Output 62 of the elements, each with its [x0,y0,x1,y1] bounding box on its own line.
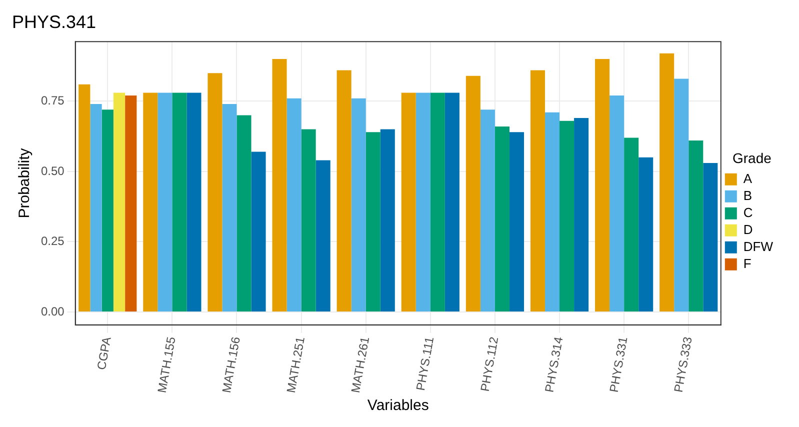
bar [660,53,674,312]
legend-label: F [743,256,752,271]
x-axis-title: Variables [367,397,429,414]
bar [272,59,287,312]
bar [222,104,237,312]
bar [125,96,137,312]
x-tick-label: MATH.251 [284,336,308,394]
bar [143,92,158,312]
bar [703,163,718,312]
bar [430,92,445,312]
y-tick-label: 0.50 [40,164,65,178]
x-tick-label: PHYS.331 [606,336,630,394]
legend-label: DFW [743,238,774,254]
bar [251,152,266,312]
bar [286,98,302,312]
bar [509,132,524,312]
bar [366,132,380,312]
bar [336,70,352,312]
y-axis-title: Probability [16,148,34,218]
bar [688,140,704,312]
bar [624,138,639,312]
bar [610,96,624,312]
legend-label: B [743,188,752,203]
bar [595,59,610,312]
bar [674,78,689,312]
bar [494,126,510,312]
x-tick-label: PHYS.333 [671,336,695,394]
legend-label: D [743,222,753,237]
bar [158,92,172,312]
bar [301,129,316,312]
bar [113,92,126,312]
x-tick-label: CGPA [94,336,114,371]
bar [530,70,545,312]
bar [444,92,460,312]
bar [574,118,589,312]
legend-title: Grade [732,150,772,166]
x-tick-label: PHYS.111 [413,336,437,392]
legend-label: A [743,170,752,186]
bar [480,110,495,312]
bar [560,120,574,312]
bar [351,98,366,312]
y-tick-label: 0.25 [40,234,65,248]
bar [466,76,480,312]
y-tick-label: 0.75 [40,93,65,108]
bar [208,73,222,312]
bar [172,92,187,312]
bar [186,92,202,312]
x-tick-label: MATH.155 [154,336,178,394]
chart-title: PHYS.341 [12,12,96,32]
x-tick-label: MATH.156 [219,336,244,394]
bar [638,157,654,312]
x-tick-label: PHYS.314 [542,336,566,394]
x-tick-label: PHYS.112 [478,336,502,393]
x-tick-label: MATH.261 [348,336,372,394]
bar [380,129,395,312]
bar [416,92,430,312]
bar [316,160,330,312]
legend-label: C [743,204,753,220]
bar [236,115,252,312]
bar [544,112,560,312]
y-tick-label: 0.00 [40,304,65,318]
bar [401,92,416,312]
